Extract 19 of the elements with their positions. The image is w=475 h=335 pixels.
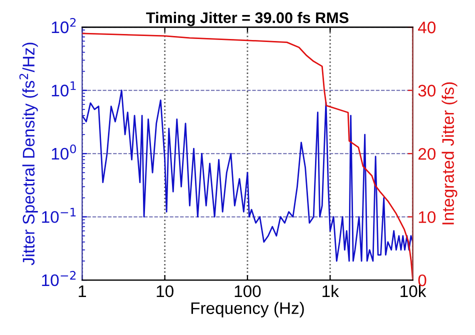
y-tick-label: 10$^{0}$ bbox=[52, 144, 76, 160]
y-axis-title: Jitter Spectral Density (fs$^{2}$/Hz) bbox=[19, 42, 38, 266]
chart-title: Timing Jitter = 39.00 fs RMS bbox=[146, 12, 348, 26]
y2-tick-label: 0 bbox=[418, 274, 426, 286]
y-tick-label: 10$^{2}$ bbox=[52, 18, 76, 34]
x-tick-label: 10 bbox=[156, 285, 174, 298]
x-tick-label: 1 bbox=[78, 286, 86, 297]
y2-tick-label: 10 bbox=[418, 211, 436, 224]
x-tick-label: 10k bbox=[400, 284, 426, 298]
y2-tick-label: 20 bbox=[418, 148, 436, 160]
y-tick-label: 10$^{−1}$ bbox=[42, 208, 76, 223]
x-tick-label: 1k bbox=[322, 284, 339, 297]
y2-tick-label: 40 bbox=[418, 22, 436, 34]
y2-tick-label: 30 bbox=[418, 84, 436, 97]
y-tick-label: 10$^{−2}$ bbox=[42, 270, 76, 286]
x-tick-label: 100 bbox=[234, 285, 261, 298]
y-tick-label: 10$^{1}$ bbox=[52, 81, 76, 96]
y2-axis-title: Integrated Jitter (fs) bbox=[442, 82, 458, 224]
x-axis-title: Frequency (Hz) bbox=[191, 302, 304, 318]
